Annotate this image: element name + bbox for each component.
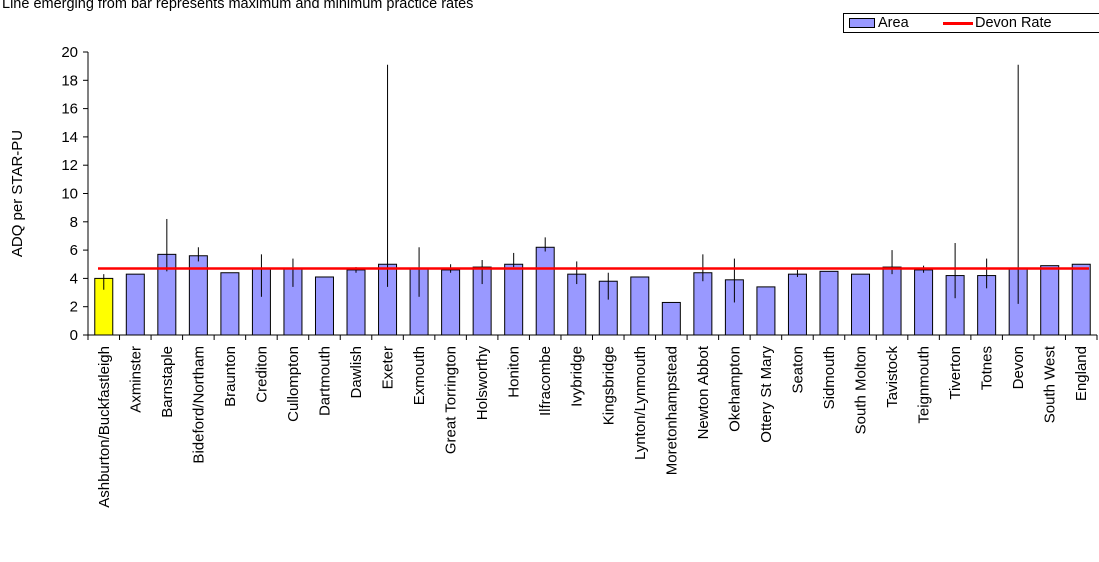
y-tick-label: 16 <box>61 101 78 118</box>
x-tick-label: Lynton/Lynmouth <box>632 346 649 460</box>
x-tick-label: Tiverton <box>947 346 964 400</box>
x-tick-label: Bideford/Northam <box>190 346 207 464</box>
bar <box>347 270 365 335</box>
y-tick-label: 2 <box>70 299 78 316</box>
y-tick-label: 0 <box>70 327 78 344</box>
x-tick-label: Holsworthy <box>474 346 491 421</box>
bar <box>126 274 144 335</box>
x-tick-label: Seaton <box>789 346 806 394</box>
bar <box>757 287 775 335</box>
y-tick-label: 14 <box>61 129 78 146</box>
x-tick-label: Dartmouth <box>316 346 333 416</box>
x-tick-label: Ottery St Mary <box>758 346 775 443</box>
x-tick-label: Moretonhampstead <box>663 346 680 475</box>
bar <box>442 270 460 335</box>
bar <box>820 271 838 335</box>
x-tick-label: Honiton <box>506 346 523 398</box>
y-tick-label: 4 <box>70 270 78 287</box>
x-tick-label: Exmouth <box>411 346 428 405</box>
x-tick-label: Dawlish <box>348 346 365 399</box>
x-tick-label: Ivybridge <box>569 346 586 407</box>
bar <box>852 274 870 335</box>
x-tick-label: Devon <box>1010 346 1027 389</box>
bar <box>536 247 554 335</box>
y-tick-label: 8 <box>70 214 78 231</box>
x-tick-label: Totnes <box>979 346 996 390</box>
x-tick-label: Okehampton <box>726 346 743 432</box>
x-tick-label: Exeter <box>380 346 397 389</box>
y-tick-label: 10 <box>61 186 78 203</box>
x-tick-label: Ashburton/Buckfastleigh <box>96 346 113 508</box>
bar <box>221 273 239 335</box>
bar <box>315 277 333 335</box>
x-tick-label: Tavistock <box>884 346 901 408</box>
x-tick-label: South Molton <box>853 346 870 434</box>
x-tick-label: Teignmouth <box>916 346 933 424</box>
x-tick-label: England <box>1073 346 1090 401</box>
y-tick-label: 12 <box>61 157 78 174</box>
x-tick-label: Barnstaple <box>159 346 176 418</box>
bar <box>915 270 933 335</box>
bar <box>1041 266 1059 335</box>
x-tick-label: South West <box>1042 345 1059 423</box>
bar <box>505 264 523 335</box>
bar <box>788 274 806 335</box>
y-tick-label: 20 <box>61 44 78 61</box>
bar <box>694 273 712 335</box>
y-axis-label: ADQ per STAR-PU <box>9 130 26 257</box>
bar <box>662 302 680 335</box>
bar <box>631 277 649 335</box>
x-tick-label: Crediton <box>253 346 270 403</box>
x-tick-label: Newton Abbot <box>695 345 712 439</box>
x-tick-label: Axminster <box>127 346 144 413</box>
bar <box>883 267 901 335</box>
x-tick-label: Cullompton <box>285 346 302 422</box>
x-tick-label: Braunton <box>222 346 239 407</box>
y-tick-label: 6 <box>70 242 78 259</box>
y-tick-label: 18 <box>61 72 78 89</box>
x-tick-label: Ilfracombe <box>537 346 554 416</box>
x-tick-label: Great Torrington <box>443 346 460 454</box>
x-tick-label: Kingsbridge <box>600 346 617 425</box>
bar <box>1072 264 1090 335</box>
x-tick-label: Sidmouth <box>821 346 838 409</box>
